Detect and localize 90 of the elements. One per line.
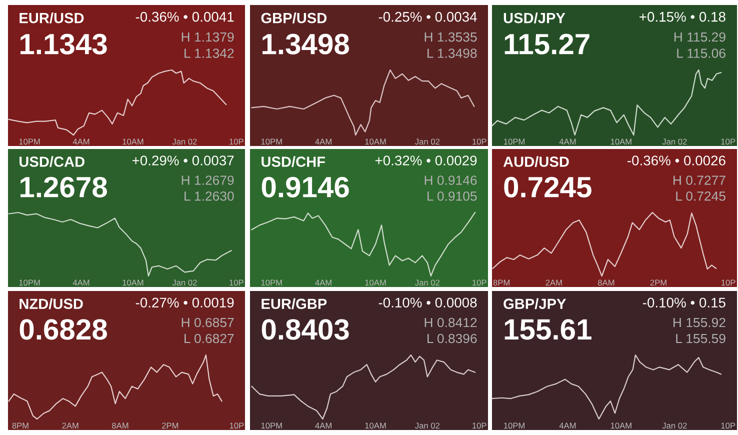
x-tick-label: 10PM [261, 422, 282, 429]
text: 155.61 [504, 319, 592, 340]
x-tick-label: 10P [472, 422, 486, 429]
text: 115.27 [504, 34, 590, 54]
text: L 0.7245 [676, 191, 726, 201]
x-tick-label: Jan 02 [662, 138, 687, 145]
x-tick-label: 10P [722, 280, 736, 286]
x-tick-label: 10AM [365, 138, 386, 145]
x-tick-label: Jan 02 [172, 138, 197, 145]
x-tick-label: 10AM [610, 422, 632, 429]
x-tick-label: 4AM [559, 138, 576, 145]
x-tick-label: 10PM [19, 138, 40, 145]
chart-title: USD/CAD [20, 156, 84, 168]
text: +0.32% • 0.0029 [375, 156, 477, 166]
x-tick-label: 4AM [315, 422, 332, 429]
text: 0.8403 [262, 319, 349, 340]
chart-title: NZD/USD [20, 298, 83, 310]
x-tick-label: 10AM [365, 280, 386, 286]
x-tick-label: 10P [721, 138, 736, 145]
x-tick-label: 10PM [504, 138, 524, 145]
text: L 1.3498 [428, 48, 477, 58]
x-tick-label: 8PM [12, 422, 28, 429]
x-tick-label: 2AM [546, 280, 562, 286]
text: H 155.92 [674, 318, 726, 328]
chart-title: AUD/USD [503, 156, 569, 168]
text: L 155.59 [676, 334, 726, 344]
text: L 0.8396 [428, 334, 477, 344]
text: 0.9146 [262, 176, 349, 198]
text: -0.36% • 0.0026 [628, 156, 726, 166]
text: -0.27% • 0.0019 [136, 298, 234, 308]
x-tick-label: Jan 02 [662, 422, 687, 429]
x-tick-label: 8PM [493, 280, 510, 286]
text: L 0.6827 [184, 334, 234, 344]
x-tick-label: 4AM [72, 280, 90, 286]
text: H 1.1379 [182, 32, 234, 42]
chart-title: EUR/USD [20, 12, 84, 24]
x-tick-label: 10P [472, 280, 486, 286]
chart-title: GBP/USD [261, 12, 327, 24]
x-tick-label: 10P [230, 138, 244, 145]
text: L 0.9105 [428, 191, 477, 201]
x-tick-label: Jan 02 [415, 422, 440, 429]
text: L 115.06 [677, 48, 726, 58]
text: -0.10% • 0.15 [642, 298, 726, 308]
x-tick-label: 4AM [315, 280, 332, 286]
x-tick-label: 10PM [261, 280, 282, 286]
text: H 0.9146 [424, 176, 477, 185]
x-tick-label: Jan 02 [415, 138, 440, 145]
chart-title: GBP/JPY [504, 298, 566, 310]
text: -0.25% • 0.0034 [378, 12, 477, 22]
text: L 1.1342 [184, 48, 234, 58]
text: +0.15% • 0.18 [640, 12, 726, 22]
x-tick-label: 10PM [19, 280, 40, 286]
chart-title: USD/CHF [262, 156, 325, 168]
x-tick-label: 10AM [610, 138, 632, 145]
x-tick-label: 2PM [162, 422, 178, 429]
x-tick-label: 8AM [112, 422, 128, 429]
chart-title: USD/JPY [504, 12, 566, 24]
text: H 115.29 [674, 32, 726, 42]
x-tick-label: 4AM [559, 422, 576, 429]
text: H 0.6857 [182, 318, 234, 328]
text: -0.10% • 0.0008 [378, 298, 477, 308]
x-tick-label: 10P [721, 422, 736, 429]
text: +0.29% • 0.0037 [132, 156, 234, 166]
text: -0.36% • 0.0041 [136, 12, 234, 22]
text: 1.1343 [20, 34, 107, 54]
text: L 1.2630 [184, 191, 234, 201]
text: 0.7245 [504, 176, 592, 198]
x-tick-label: 8AM [598, 280, 614, 286]
x-tick-label: Jan 02 [172, 280, 197, 286]
text: 0.6828 [20, 319, 107, 340]
text: H 1.3535 [424, 32, 477, 42]
x-tick-label: Jan 02 [415, 280, 440, 286]
x-tick-label: 10PM [504, 422, 524, 429]
x-tick-label: 10P [230, 422, 244, 429]
x-tick-label: 2PM [650, 280, 666, 286]
text: 1.3498 [262, 34, 350, 54]
x-tick-label: 2AM [62, 422, 78, 429]
x-tick-label: 10P [472, 138, 486, 145]
x-tick-label: 4AM [72, 138, 90, 145]
x-tick-label: 10PM [261, 138, 282, 145]
x-tick-label: 10AM [122, 280, 144, 286]
chart-title: EUR/GBP [262, 298, 327, 310]
text: H 0.7277 [674, 176, 726, 185]
x-tick-label: 10AM [122, 138, 144, 145]
x-tick-label: 4AM [315, 138, 332, 145]
text: H 0.8412 [424, 318, 477, 328]
text: 1.2678 [20, 176, 107, 198]
x-tick-label: 10AM [365, 422, 386, 429]
text: H 1.2679 [182, 176, 234, 185]
x-tick-label: 10P [230, 280, 244, 286]
